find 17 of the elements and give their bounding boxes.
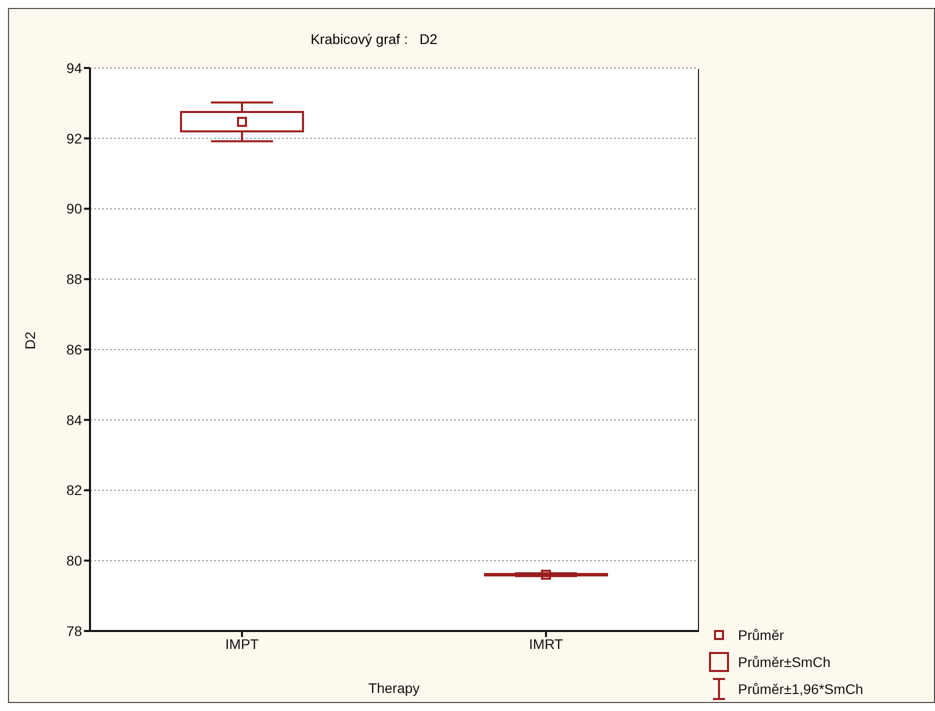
y-tick-label: 82: [66, 482, 82, 498]
y-tick-label: 84: [66, 412, 82, 428]
text: Průměr: [738, 627, 784, 643]
text: Průměr±SmCh: [738, 654, 830, 670]
y-tick-label: 78: [66, 622, 82, 639]
x-tick-label: IMPT: [225, 636, 260, 652]
y-tick-label: 86: [66, 341, 82, 358]
chart-title: Krabicový graf : D2: [310, 31, 438, 47]
text: Průměr±1,96*SmCh: [738, 681, 864, 697]
y-tick-label: 90: [66, 200, 82, 217]
y-tick-label: 88: [66, 271, 82, 288]
y-tick-label: 92: [66, 130, 82, 146]
x-tick-label: IMRT: [529, 636, 564, 652]
y-tick-label: 80: [66, 552, 82, 569]
x-axis-title: Therapy: [368, 680, 420, 696]
y-axis-title: D2: [22, 331, 38, 350]
y-tick-label: 94: [66, 60, 82, 76]
